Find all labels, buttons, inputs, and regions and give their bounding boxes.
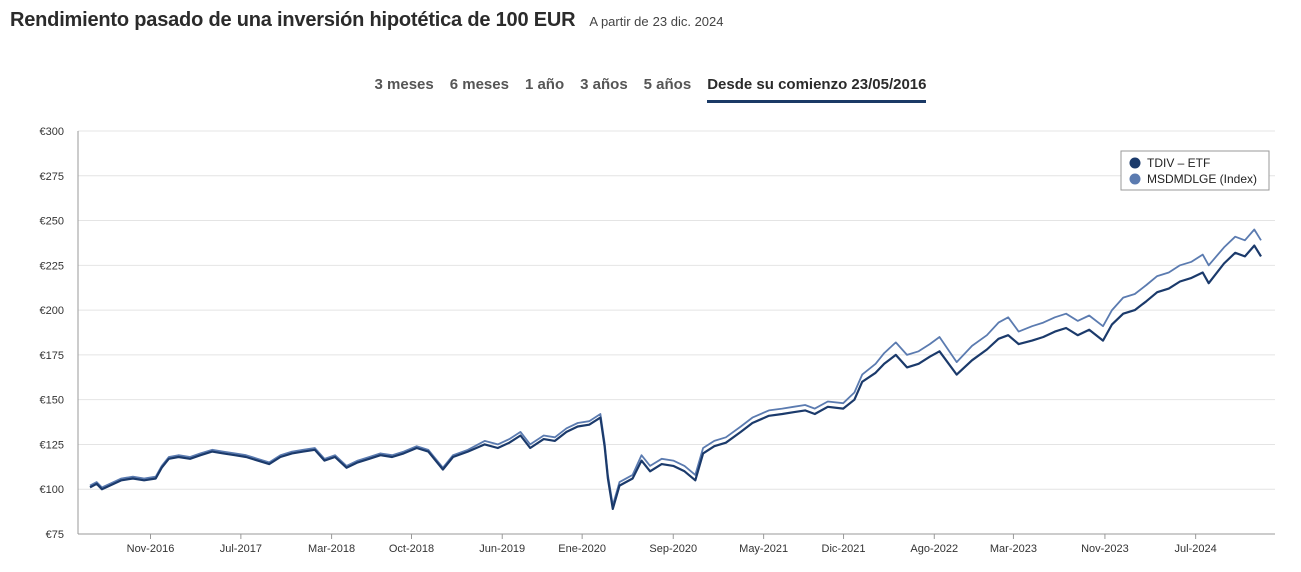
x-tick-label: May-2021 [739,543,788,555]
x-tick-label: Jul-2024 [1175,543,1217,555]
x-tick-label: Mar-2018 [308,543,355,555]
tab-since-inception[interactable]: Desde su comienzo 23/05/2016 [707,73,927,103]
y-tick-label: €200 [40,305,64,317]
x-tick-label: Dic-2021 [822,543,866,555]
period-tabs: 3 meses 6 meses 1 año 3 años 5 años Desd… [0,73,1301,103]
y-tick-label: €175 [40,350,64,362]
y-tick-label: €275 [40,171,64,183]
series-line-msdmdlge-index [89,228,1262,507]
as-of-date: A partir de 23 dic. 2024 [589,14,723,29]
as-of-label: A partir de [589,14,649,29]
y-tick-label: €75 [46,529,64,541]
x-tick-label: Oct-2018 [389,543,434,555]
y-tick-label: €250 [40,216,64,228]
y-tick-label: €300 [40,126,64,138]
x-tick-label: Ene-2020 [558,543,606,555]
tab-3-meses[interactable]: 3 meses [374,76,434,93]
x-tick-label: Nov-2016 [127,543,175,555]
x-tick-label: Nov-2023 [1081,543,1129,555]
legend: TDIV – ETF MSDMDLGE (Index) [1120,150,1270,191]
tab-1-ano[interactable]: 1 año [524,76,565,93]
series-line-tdiv-etf [89,244,1262,510]
as-of-date-value: 23 dic. 2024 [652,14,724,29]
legend-box [1120,150,1270,191]
y-tick-label: €225 [40,260,64,272]
tab-6-meses[interactable]: 6 meses [449,76,509,93]
x-tick-label: Jul-2017 [220,543,262,555]
legend-label-etf: TDIV – ETF [1147,156,1210,170]
legend-label-index: MSDMDLGE (Index) [1147,172,1257,186]
page-title: Rendimiento pasado de una inversión hipo… [10,9,576,31]
y-tick-label: €150 [40,395,64,407]
x-tick-label: Sep-2020 [649,543,697,555]
chart-header: Rendimiento pasado de una inversión hipo… [10,9,724,32]
y-tick-label: €125 [40,439,64,451]
y-tick-label: €100 [40,484,64,496]
tab-5-anos[interactable]: 5 años [643,76,692,93]
legend-swatch-index [1129,173,1141,185]
tab-3-anos[interactable]: 3 años [580,76,628,93]
x-tick-label: Ago-2022 [910,543,958,555]
x-tick-label: Mar-2023 [990,543,1037,555]
legend-swatch-etf [1129,157,1141,169]
x-tick-label: Jun-2019 [479,543,525,555]
